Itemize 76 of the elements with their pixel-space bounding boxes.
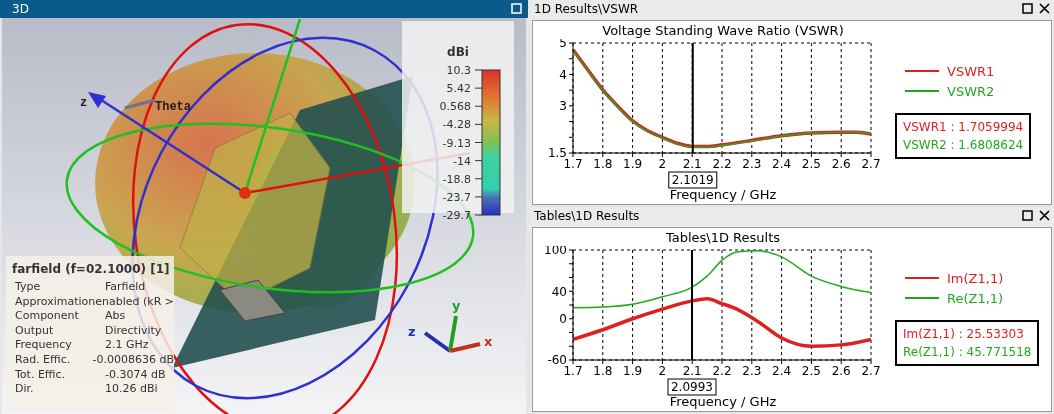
text: Directivity bbox=[105, 323, 162, 339]
x-tick-label: 2.3 bbox=[742, 363, 762, 378]
legend-label: VSWR1 bbox=[947, 63, 995, 79]
text: Rad. Effic. bbox=[14, 352, 72, 368]
text: -0.3074 dB bbox=[105, 367, 166, 383]
text: 10.26 dBi bbox=[105, 382, 158, 397]
y-tick-label: 100 bbox=[544, 243, 567, 258]
x-tick-label: 2.6 bbox=[831, 363, 851, 378]
legend-label: VSWR2 bbox=[947, 83, 995, 99]
text: farfield (f=02.1000) [1] bbox=[12, 262, 171, 276]
text: Frequency bbox=[14, 338, 73, 353]
text: 3D bbox=[12, 2, 29, 16]
text: Tot. Effic. bbox=[14, 367, 66, 383]
x-tick-label: 2.7 bbox=[861, 363, 881, 378]
x-tick-label: 2.1 bbox=[682, 156, 702, 171]
x-tick-label: 2.2 bbox=[712, 156, 732, 171]
x-axis-title: Frequency / GHz bbox=[668, 187, 778, 202]
x-tick-label: 2.7 bbox=[861, 156, 881, 171]
y-tick-label: 3 bbox=[559, 99, 567, 114]
y-tick-label: 40 bbox=[551, 284, 567, 299]
color-bar-title: dBi bbox=[447, 45, 469, 59]
text: z bbox=[80, 96, 88, 110]
text: -9.13 bbox=[442, 136, 471, 150]
text: z bbox=[408, 324, 416, 339]
text: Type bbox=[14, 280, 42, 295]
y-tick-label: 4 bbox=[559, 67, 567, 82]
y-tick-label: 5 bbox=[559, 36, 567, 51]
x-tick-label: 2.4 bbox=[772, 363, 792, 378]
text: Dir. bbox=[14, 382, 35, 397]
text: Farfield bbox=[105, 280, 146, 295]
text: Re(Z1,1) : 45.771518 bbox=[903, 344, 1032, 361]
text: -23.7 bbox=[442, 190, 471, 204]
text: 2.1 GHz bbox=[105, 338, 149, 353]
chart-title: Tables\1D Results bbox=[664, 230, 782, 245]
text: 5.42 bbox=[446, 82, 471, 96]
ref-line-label: 2.0993 bbox=[670, 380, 713, 394]
x-tick-label: 2.2 bbox=[712, 363, 732, 378]
x-tick-label: 1.7 bbox=[563, 363, 583, 378]
legend-label: Re(Z1,1) bbox=[947, 290, 1004, 306]
x-tick-label: 2.5 bbox=[801, 363, 821, 378]
text: Component bbox=[14, 309, 80, 324]
text: x bbox=[484, 334, 493, 349]
x-tick-label: 1.9 bbox=[623, 363, 643, 378]
text: Output bbox=[14, 323, 55, 339]
x-tick-label: 2.5 bbox=[801, 156, 821, 171]
x-tick-label: 1.8 bbox=[593, 156, 613, 171]
x-tick-label: 1.8 bbox=[593, 363, 613, 378]
chart-title: Voltage Standing Wave Ratio (VSWR) bbox=[601, 23, 845, 38]
text: -4.28 bbox=[442, 118, 471, 132]
text: 0.568 bbox=[439, 100, 471, 114]
x-tick-label: 2.4 bbox=[772, 156, 792, 171]
text: Approximation bbox=[14, 294, 96, 310]
text: VSWR1 : 1.7059994 bbox=[903, 119, 1024, 136]
text: Theta bbox=[155, 100, 192, 114]
text: 10.3 bbox=[446, 64, 471, 77]
text: Abs bbox=[105, 309, 126, 324]
text: -14 bbox=[453, 154, 471, 168]
ref-line-label: 2.1019 bbox=[671, 173, 714, 187]
y-tick-label: 0 bbox=[559, 312, 567, 327]
text: 1D Results\VSWR bbox=[534, 2, 639, 16]
x-axis-title: Frequency / GHz bbox=[668, 394, 778, 409]
x-tick-label: 2 bbox=[658, 363, 667, 378]
text: -18.8 bbox=[442, 172, 471, 186]
text: Tables\1D Results bbox=[534, 209, 640, 223]
x-tick-label: 2.3 bbox=[742, 156, 762, 171]
x-tick-label: 2 bbox=[658, 156, 667, 171]
x-tick-label: 1.9 bbox=[623, 156, 643, 171]
text: y bbox=[452, 298, 461, 313]
legend-label: Im(Z1,1) bbox=[947, 270, 1004, 286]
text: VSWR2 : 1.6808624 bbox=[903, 137, 1024, 154]
x-tick-label: 2.1 bbox=[682, 363, 702, 378]
text: -0.0008636 dB bbox=[92, 352, 174, 368]
text: Im(Z1,1) : 25.53303 bbox=[903, 326, 1025, 343]
text: enabled (kR > bbox=[95, 294, 175, 310]
x-tick-label: 1.7 bbox=[563, 156, 583, 171]
x-tick-label: 2.6 bbox=[831, 156, 851, 171]
